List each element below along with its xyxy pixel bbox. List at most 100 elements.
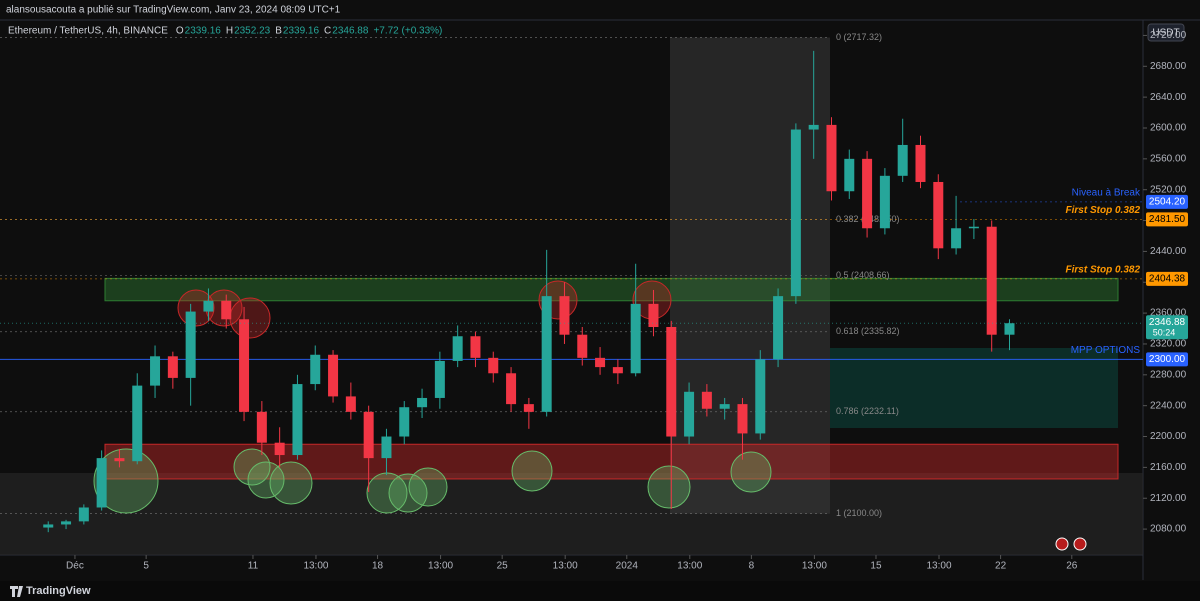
level-name: MPP OPTIONS	[1071, 345, 1141, 356]
level-name: First Stop 0.382	[1066, 265, 1141, 276]
highlight-circle	[247, 461, 285, 499]
publisher-bar: alansousacouta a publié sur TradingView.…	[6, 5, 341, 16]
highlight-circle	[229, 297, 271, 339]
candle-body	[826, 124, 837, 192]
x-tick-label: 18	[372, 561, 384, 572]
candle-body	[862, 158, 873, 229]
candle-body	[790, 129, 801, 297]
x-tick-label: 22	[995, 561, 1007, 572]
candle-body	[701, 391, 712, 409]
ohlc-value: 2346.88	[332, 26, 369, 37]
highlight-circle	[233, 448, 271, 486]
candle-body	[986, 226, 997, 335]
zone	[104, 443, 1119, 480]
candle-body	[915, 144, 926, 182]
x-tick-label: 13:00	[926, 561, 951, 572]
candle-body	[114, 458, 125, 462]
y-tick-label: 2360.00	[1150, 308, 1187, 319]
ohlc-value: 2352.23	[234, 26, 271, 37]
candle-body	[417, 397, 428, 408]
candle-body	[345, 396, 356, 412]
x-tick-label: Déc	[66, 561, 84, 572]
candle-body	[755, 359, 766, 434]
y-tick-label: 2320.00	[1150, 339, 1187, 350]
candle-body	[648, 303, 659, 327]
x-tick-label: 13:00	[677, 561, 702, 572]
brand-logo	[10, 586, 23, 597]
y-tick-label: 2680.00	[1150, 61, 1187, 72]
candle-body	[666, 326, 677, 437]
y-tick-label: 2560.00	[1150, 153, 1187, 164]
ohlc-key: B	[275, 26, 282, 37]
price-badge	[1146, 194, 1188, 209]
level-name: Niveau à Break	[1072, 188, 1141, 199]
zone	[104, 277, 1119, 302]
footer	[0, 581, 1200, 601]
highlight-circle	[647, 465, 691, 509]
y-tick-label: 2160.00	[1150, 462, 1187, 473]
candle-body	[96, 458, 107, 508]
candle-body	[203, 300, 214, 312]
candle-body	[185, 311, 196, 378]
candle-body	[951, 228, 962, 249]
brand: TradingView	[26, 585, 91, 597]
candle-body	[470, 336, 481, 358]
x-tick-label: 5	[143, 561, 149, 572]
price-badge-label: 2300.00	[1149, 354, 1186, 365]
symbol: Ethereum / TetherUS, 4h, BINANCE	[8, 26, 168, 37]
candle-body	[399, 407, 410, 437]
ohlc-value: 2339.16	[283, 26, 320, 37]
candle-body	[523, 404, 534, 412]
candle-body	[897, 144, 908, 176]
price-badge-label: 2404.38	[1149, 274, 1186, 285]
candle-body	[43, 524, 54, 528]
x-tick-label: 11	[248, 561, 259, 572]
x-tick-label: 25	[497, 561, 509, 572]
y-tick-label: 2120.00	[1150, 493, 1187, 504]
highlight-circle	[730, 451, 772, 493]
y-tick-label: 2600.00	[1150, 123, 1187, 134]
candle-body	[239, 319, 250, 412]
candle-body	[630, 303, 641, 374]
candle-body	[844, 158, 855, 192]
fib-label: 0.786 (2232.11)	[836, 406, 899, 416]
candle-body	[933, 181, 944, 249]
candle-body	[292, 384, 303, 456]
target-zone	[830, 348, 1118, 428]
price-badge-label: 2504.20	[1149, 197, 1186, 208]
header: Ethereum / TetherUS, 4h, BINANCE O 2339.16…	[8, 26, 442, 37]
candle-body	[61, 521, 72, 525]
candle-body	[363, 411, 374, 459]
event-icon	[1073, 537, 1087, 551]
candle-body	[541, 296, 552, 412]
candle-body	[968, 226, 979, 229]
candle-body	[132, 385, 143, 462]
ohlc-value: 2339.16	[185, 26, 222, 37]
highlight-circle	[93, 448, 159, 514]
event-icon	[1055, 537, 1069, 551]
candle-body	[381, 436, 392, 459]
candle-body	[328, 354, 339, 397]
candle-body	[737, 404, 748, 434]
candle-body	[577, 334, 588, 358]
candle-body	[719, 404, 730, 409]
price-badge	[1146, 271, 1188, 286]
candle-body	[310, 354, 321, 385]
x-tick-label: 13:00	[303, 561, 328, 572]
currency-box[interactable]	[1147, 23, 1185, 42]
y-tick-label: 2200.00	[1150, 431, 1187, 442]
candle-body	[684, 391, 695, 437]
candle-body	[434, 360, 445, 398]
candle-body	[1004, 323, 1015, 335]
candle-body	[808, 124, 819, 130]
highlight-circle	[511, 450, 553, 492]
price-badge-label: 2481.50	[1149, 214, 1186, 225]
y-tick-label: 2640.00	[1150, 92, 1187, 103]
x-tick-label: 2024	[616, 561, 639, 572]
last-price-badge	[1146, 315, 1188, 340]
candle-body	[274, 442, 285, 456]
y-tick-label: 2080.00	[1150, 524, 1187, 535]
x-tick-label: 13:00	[428, 561, 453, 572]
x-tick-label: 15	[870, 561, 882, 572]
